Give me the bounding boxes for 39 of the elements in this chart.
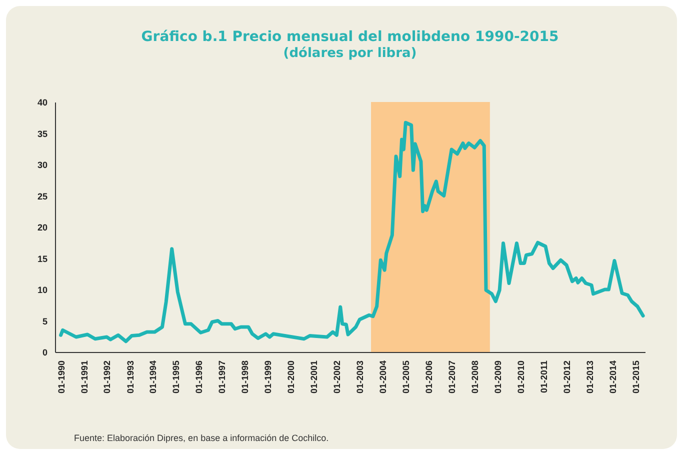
chart-subtitle: (dólares por libra) (283, 46, 417, 61)
y-tick-label: 30 (37, 160, 48, 170)
x-tick-label: 01-1999 (263, 360, 274, 394)
x-tick-label: 01-1991 (79, 360, 90, 394)
x-tick-label: 01-1995 (171, 360, 182, 394)
line-series (59, 120, 645, 344)
y-tick-label: 35 (37, 128, 48, 139)
x-tick-label: 01-2015 (630, 360, 641, 394)
x-tick-label: 01-2005 (401, 360, 412, 394)
x-tick-label: 01-2002 (332, 360, 342, 394)
x-tick-label: 01-1994 (148, 360, 158, 394)
y-tick-label: 15 (37, 254, 48, 264)
x-tick-label: 01-2008 (470, 360, 480, 394)
y-tick-label: 5 (42, 316, 48, 326)
x-tick-label: 01-2001 (309, 360, 320, 394)
y-tick-label: 10 (37, 285, 48, 295)
x-tick-label: 01-1993 (125, 360, 136, 394)
x-tick-label: 01-2004 (378, 360, 388, 394)
y-tick-label: 25 (37, 191, 48, 202)
x-tick-label: 01-2013 (585, 360, 596, 394)
y-tick-label: 20 (37, 222, 48, 232)
x-tick-label: 01-2009 (493, 360, 504, 394)
x-tick-label: 01-1997 (217, 360, 228, 394)
x-tick-label: 01-1996 (194, 360, 204, 394)
x-tick-label: 01-2000 (286, 360, 296, 394)
source-note: Fuente: Elaboración Dipres, en base a información de Cochilco. (74, 433, 329, 443)
x-tick-label: 01-2011 (539, 360, 550, 394)
x-tick-label: 01-2014 (608, 360, 618, 394)
x-tick-label: 01-2012 (562, 360, 572, 394)
x-tick-label: 01-1998 (240, 360, 250, 394)
x-tick-label: 01-2006 (424, 360, 434, 394)
x-tick-label: 01-1992 (102, 360, 112, 394)
y-tick-label: 0 (42, 348, 48, 358)
x-tick-label: 01-2010 (516, 360, 526, 394)
y-tick-label: 40 (37, 98, 48, 108)
x-tick-label: 01-2007 (447, 360, 458, 394)
x-tick-label: 01-2003 (355, 360, 366, 394)
chart-title: Gráfico b.1 Precio mensual del molibdeno 1990-2015 (141, 29, 559, 45)
x-tick-label: 01-1990 (56, 360, 66, 394)
